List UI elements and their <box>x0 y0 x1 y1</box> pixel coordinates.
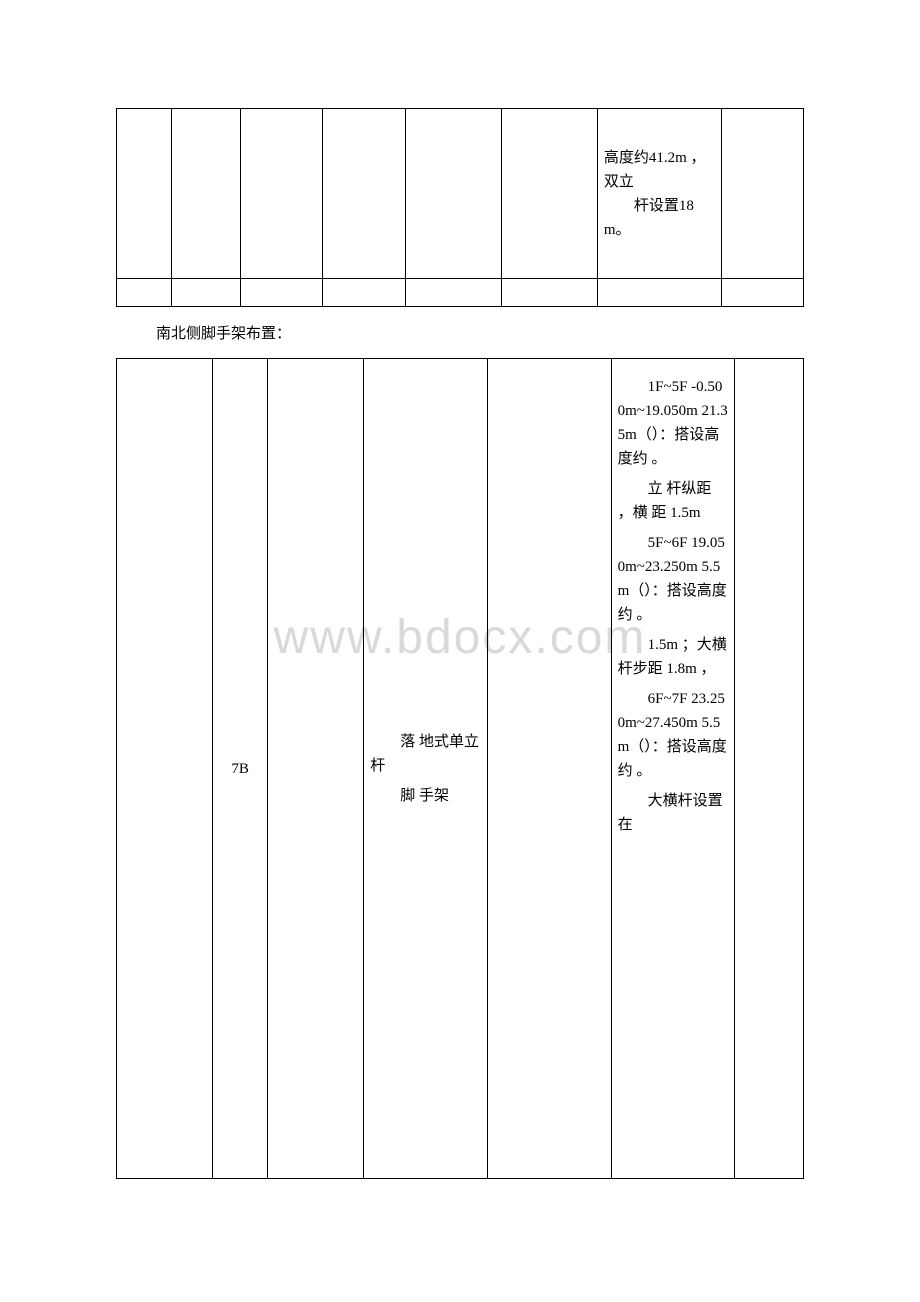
top-table: 高度约41.2m ，双立 杆设置18m。 <box>116 108 804 307</box>
cell <box>171 279 240 307</box>
cell <box>323 109 405 279</box>
cell-text: 1.5m ；大横杆步距 1.8m ， <box>618 633 729 681</box>
cell <box>405 279 501 307</box>
table-row <box>117 279 804 307</box>
cell-text: 1F~5F -0.500m~19.050m 21.35m（）：搭设高度约 。 <box>618 375 729 471</box>
cell-text: 6F~7F 23.250m~27.450m 5.5m（）：搭设高度约 。 <box>618 687 729 783</box>
cell: 高度约41.2m ，双立 杆设置18m。 <box>597 109 721 279</box>
cell-text: 落 地式单立杆 <box>370 730 481 778</box>
cell <box>735 359 804 1179</box>
section-heading: 南北侧脚手架布置： <box>116 307 804 358</box>
cell-text: 大横杆设置在 <box>618 789 729 837</box>
table-row: 高度约41.2m ，双立 杆设置18m。 <box>117 109 804 279</box>
cell <box>323 279 405 307</box>
cell <box>117 279 172 307</box>
cell <box>487 359 611 1179</box>
cell <box>117 109 172 279</box>
cell <box>721 109 803 279</box>
cell: 落 地式单立杆 脚 手架 <box>364 359 488 1179</box>
cell <box>501 109 597 279</box>
cell <box>240 279 322 307</box>
cell-text: 高度约41.2m ，双立 杆设置18m。 <box>604 146 715 242</box>
cell: 1F~5F -0.500m~19.050m 21.35m（）：搭设高度约 。 立… <box>611 359 735 1179</box>
cell: 7B <box>213 359 268 1179</box>
cell <box>597 279 721 307</box>
cell <box>405 109 501 279</box>
cell <box>171 109 240 279</box>
cell <box>501 279 597 307</box>
table-row: 7B 落 地式单立杆 脚 手架 1F~5F -0.500m~19.050m 21… <box>117 359 804 1179</box>
page-content: 高度约41.2m ，双立 杆设置18m。 南北侧脚手架布置： 7B 落 地 <box>0 0 920 1179</box>
cell <box>721 279 803 307</box>
cell-text: 脚 手架 <box>370 784 481 808</box>
cell-text: 5F~6F 19.050m~23.250m 5.5m（）：搭设高度约 。 <box>618 531 729 627</box>
cell <box>240 109 322 279</box>
cell <box>117 359 213 1179</box>
cell-text: 立 杆纵距 ，横 距 1.5m <box>618 477 729 525</box>
bottom-table: 7B 落 地式单立杆 脚 手架 1F~5F -0.500m~19.050m 21… <box>116 358 804 1179</box>
cell <box>268 359 364 1179</box>
